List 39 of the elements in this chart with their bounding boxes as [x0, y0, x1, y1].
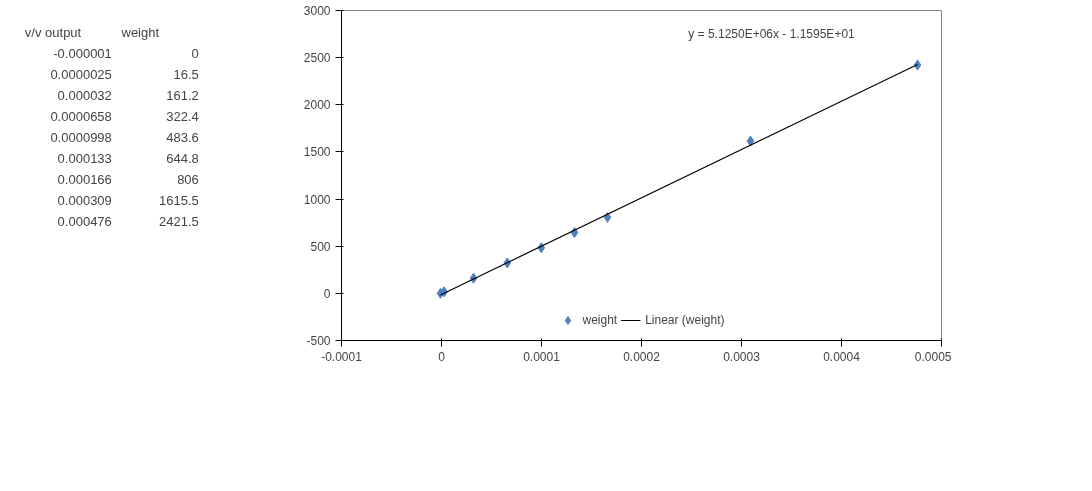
text: -0.000001	[53, 45, 112, 61]
annotation: y = 5.1250E+06x - 1.1595E+01	[688, 26, 856, 41]
y-tick-label: 500	[310, 239, 331, 254]
text: 483.6	[166, 129, 199, 145]
text: 0.0000998	[50, 129, 112, 145]
text: 161.2	[166, 87, 199, 103]
text: 0.0000025	[50, 66, 112, 82]
y-tick-label: 2000	[303, 98, 331, 113]
text: 322.4	[166, 108, 199, 124]
text: 806	[177, 171, 199, 187]
y-tick-label: 2500	[303, 51, 331, 66]
legend-label: weight	[582, 313, 618, 327]
x-tick-label: 0.0003	[723, 349, 761, 364]
text: 2421.5	[159, 213, 199, 229]
y-tick-label: 3000	[303, 4, 331, 18]
legend-label: Linear (weight)	[645, 313, 725, 327]
text: 0.0000658	[50, 108, 112, 124]
x-tick-label: -0.0001	[321, 349, 363, 364]
text: 0	[191, 45, 199, 61]
text: 0.000476	[57, 213, 112, 229]
text: 0.000133	[57, 150, 112, 166]
text: weight	[120, 24, 160, 40]
x-tick-label: 0.0005	[914, 349, 952, 364]
text: 0.000166	[57, 171, 112, 187]
text: v/v output	[24, 24, 82, 40]
x-tick-label: 0.0001	[523, 349, 561, 364]
text: 1615.5	[159, 192, 199, 208]
y-tick-label: -500	[306, 334, 331, 348]
text: 16.5	[173, 66, 199, 82]
x-tick-label: 0.0002	[623, 349, 661, 364]
y-tick-label: 0	[323, 286, 331, 301]
point	[746, 135, 755, 147]
text: 0.000032	[57, 87, 112, 103]
x-tick-label: 0.0004	[823, 349, 861, 364]
x-tick-label: 0	[438, 349, 446, 364]
y-tick-label: 1500	[303, 145, 331, 160]
text: 0.000309	[57, 192, 112, 208]
text: 644.8	[166, 150, 199, 166]
y-tick-label: 1000	[303, 192, 331, 207]
